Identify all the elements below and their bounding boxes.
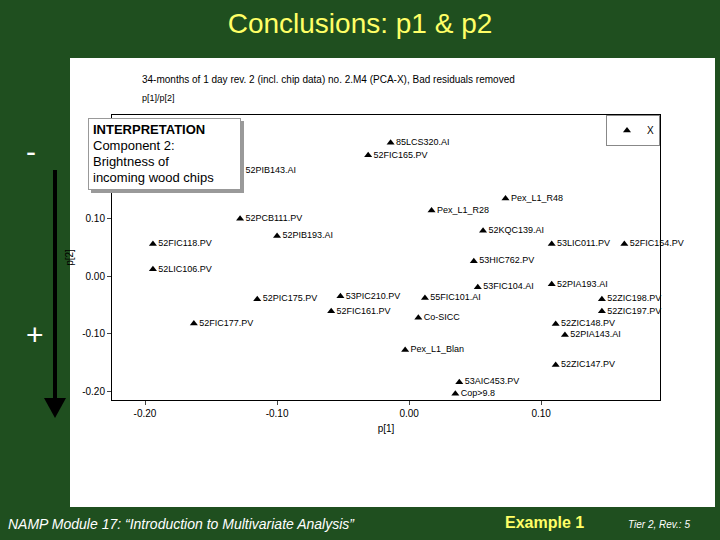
svg-text:52PIC175.PV: 52PIC175.PV: [263, 293, 318, 303]
svg-text:52ZIC198.PV: 52ZIC198.PV: [607, 293, 661, 303]
svg-text:85LCS320.AI: 85LCS320.AI: [396, 137, 450, 147]
svg-text:53PIC210.PV: 53PIC210.PV: [346, 291, 401, 301]
svg-text:Cop>9.8: Cop>9.8: [461, 388, 495, 398]
svg-text:52FIC165.PV: 52FIC165.PV: [374, 150, 428, 160]
svg-text:53FIC104.AI: 53FIC104.AI: [483, 281, 534, 291]
svg-text:52PIB143.AI: 52PIB143.AI: [245, 165, 296, 175]
svg-text:52FIC154.PV: 52FIC154.PV: [630, 238, 684, 248]
svg-text:Pex_L1_R28: Pex_L1_R28: [437, 205, 489, 215]
svg-text:52FIC161.PV: 52FIC161.PV: [337, 306, 391, 316]
html-text:Conclusions: p1 & p2: Conclusions: p1 & p2: [227, 8, 493, 39]
svg-text:-0.10: -0.10: [266, 408, 289, 419]
svg-text:-0.20: -0.20: [134, 408, 157, 419]
svg-text:-0.20: -0.20: [82, 386, 105, 397]
svg-text:34-months of 1 day rev. 2 (inc: 34-months of 1 day rev. 2 (incl. chip da…: [142, 74, 515, 85]
html-text:INTERPRETATION: INTERPRETATION: [93, 122, 206, 137]
svg-text:52LIC106.PV: 52LIC106.PV: [158, 264, 212, 274]
svg-text:53AIC453.PV: 53AIC453.PV: [465, 376, 520, 386]
svg-text:52ZIC148.PV: 52ZIC148.PV: [561, 318, 615, 328]
svg-text:Pex_L1_R48: Pex_L1_R48: [511, 193, 563, 203]
svg-text:0.10: 0.10: [86, 213, 106, 224]
svg-text:52PIA193.AI: 52PIA193.AI: [557, 279, 608, 289]
svg-text:p[2]: p[2]: [64, 249, 75, 266]
svg-text:0.00: 0.00: [86, 271, 106, 282]
svg-text:Pex_L1_Blan: Pex_L1_Blan: [411, 344, 465, 354]
svg-text:52PIB193.AI: 52PIB193.AI: [282, 230, 333, 240]
html-text:Component 2:: Component 2:: [93, 138, 175, 153]
html-text:Brightness of: Brightness of: [93, 154, 169, 169]
svg-text:-0.10: -0.10: [82, 328, 105, 339]
svg-text:0.10: 0.10: [531, 408, 551, 419]
svg-text:52ZIC197.PV: 52ZIC197.PV: [607, 306, 661, 316]
svg-text:X: X: [647, 125, 654, 136]
svg-text:52ZIC147.PV: 52ZIC147.PV: [561, 359, 615, 369]
svg-text:p[1]: p[1]: [378, 423, 395, 434]
html-text:Tier 2, Rev.: 5: Tier 2, Rev.: 5: [628, 519, 690, 530]
html-text:Example 1: Example 1: [505, 514, 585, 531]
html-text:NAMP Module 17: “Introduction: NAMP Module 17: “Introduction to Multiva…: [8, 516, 354, 532]
svg-text:Co-SICC: Co-SICC: [424, 312, 461, 322]
svg-text:53LIC011.PV: 53LIC011.PV: [557, 238, 610, 248]
svg-text:52PIA143.AI: 52PIA143.AI: [570, 329, 621, 339]
svg-text:55FIC101.AI: 55FIC101.AI: [430, 292, 481, 302]
svg-text:52PCB111.PV: 52PCB111.PV: [245, 213, 302, 223]
svg-text:53HIC762.PV: 53HIC762.PV: [479, 255, 534, 265]
svg-text:p[1]/p[2]: p[1]/p[2]: [142, 93, 175, 103]
svg-text:52FIC118.PV: 52FIC118.PV: [158, 238, 211, 248]
svg-text:52FIC177.PV: 52FIC177.PV: [199, 318, 253, 328]
svg-text:0.00: 0.00: [399, 408, 419, 419]
html-text:incoming wood chips: incoming wood chips: [93, 170, 214, 185]
svg-text:52KQC139.AI: 52KQC139.AI: [488, 225, 544, 235]
